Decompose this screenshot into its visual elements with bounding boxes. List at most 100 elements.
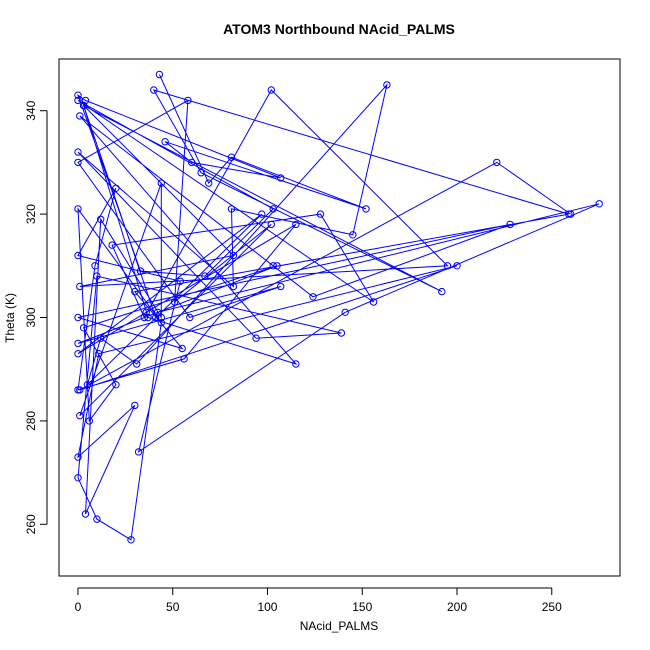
data-point: [157, 313, 166, 322]
data-point: [81, 96, 90, 105]
data-point: [269, 205, 277, 213]
data-point: [112, 381, 120, 389]
data-point: [74, 251, 82, 260]
data-point: [155, 70, 164, 79]
data-point: [184, 96, 192, 105]
data-point: [201, 272, 209, 280]
chart-title: ATOM3 Northbound NAcid_PALMS: [223, 21, 455, 37]
data-point: [93, 515, 101, 523]
data-point: [76, 282, 84, 291]
x-tick-label: 100: [257, 600, 277, 614]
data-point: [74, 205, 82, 213]
x-tick-label: 0: [75, 600, 82, 614]
data-point: [443, 262, 452, 270]
data-point: [133, 360, 141, 368]
data-point: [197, 169, 205, 177]
data-point: [97, 334, 105, 342]
data-point: [144, 313, 152, 322]
data-point: [157, 319, 166, 327]
data-point: [152, 313, 160, 322]
data-point: [565, 210, 573, 218]
data-point: [79, 324, 88, 332]
x-axis: 0 50 100 150 200 250: [75, 587, 562, 614]
data-point: [341, 308, 349, 316]
data-point: [205, 179, 213, 187]
data-point: [267, 86, 275, 94]
x-tick-label: 150: [352, 600, 372, 614]
data-point: [229, 282, 238, 291]
data-point: [227, 153, 236, 161]
data-point: [595, 200, 603, 208]
y-axis: 260 280 300 320 340: [24, 100, 48, 534]
data-point: [74, 148, 82, 156]
data-point: [567, 210, 575, 218]
data-point: [267, 220, 275, 229]
data-point: [186, 313, 194, 322]
data-point: [506, 220, 514, 229]
data-point: [74, 91, 82, 99]
data-point: [74, 96, 82, 105]
data-point: [161, 138, 169, 146]
data-point: [227, 205, 236, 213]
data-point: [74, 158, 82, 167]
data-point: [438, 287, 446, 296]
data-point: [112, 184, 120, 193]
plot-frame: [58, 58, 621, 577]
data-point: [292, 220, 300, 229]
data-point: [309, 293, 317, 301]
data-point: [383, 81, 391, 89]
data-point: [349, 231, 357, 239]
data-point: [153, 308, 162, 316]
data-point: [74, 313, 82, 322]
data-point: [131, 401, 139, 410]
data-point: [74, 474, 82, 482]
data-point: [292, 360, 300, 368]
y-tick-label: 340: [24, 100, 38, 120]
data-point: [74, 339, 82, 348]
data-point: [136, 267, 145, 275]
y-tick-label: 260: [24, 514, 38, 534]
data-point: [134, 448, 143, 456]
y-tick-label: 280: [24, 411, 38, 431]
data-point: [277, 174, 285, 182]
data-point: [252, 334, 260, 342]
data-point: [93, 272, 101, 280]
data-point: [76, 112, 84, 120]
y-tick-label: 300: [24, 307, 38, 327]
data-point: [316, 210, 325, 218]
data-point: [258, 210, 266, 218]
data-point: [140, 313, 149, 322]
data-point: [277, 282, 285, 291]
data-point: [97, 215, 105, 224]
data-point: [79, 101, 88, 110]
series-points: [74, 70, 603, 544]
data-point: [188, 158, 196, 167]
data-point: [81, 510, 90, 518]
data-point: [493, 158, 501, 167]
data-point: [180, 355, 188, 363]
data-point: [176, 277, 185, 285]
data-point: [127, 536, 135, 544]
data-point: [91, 262, 99, 270]
data-point: [150, 86, 158, 94]
data-point: [83, 381, 92, 389]
data-point: [178, 344, 186, 353]
data-point: [131, 287, 139, 296]
data-point: [453, 262, 461, 270]
data-point: [157, 179, 166, 187]
x-tick-label: 250: [542, 600, 562, 614]
x-tick-label: 50: [166, 600, 180, 614]
data-point: [74, 453, 82, 461]
x-axis-label: NAcid_PALMS: [300, 619, 378, 633]
data-point: [229, 251, 238, 260]
data-point: [142, 308, 150, 316]
data-point: [76, 386, 84, 394]
data-point: [95, 350, 103, 358]
data-point: [85, 417, 94, 425]
data-point: [273, 262, 281, 270]
data-point: [337, 329, 346, 337]
y-axis-label: Theta (K): [3, 293, 17, 343]
data-point: [76, 412, 84, 420]
